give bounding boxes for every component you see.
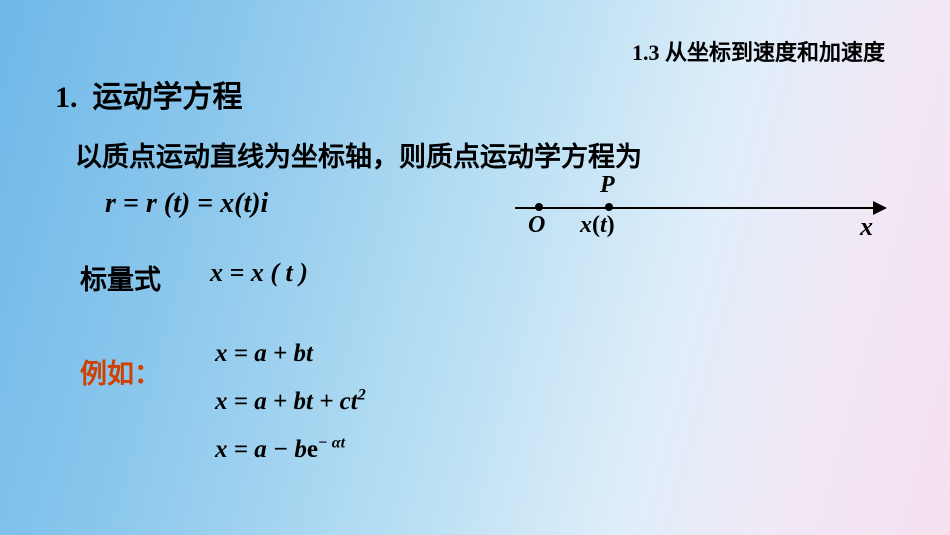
- label-x: x: [860, 212, 873, 242]
- scalar-label: 标量式: [80, 258, 161, 297]
- label-xt-paren1: (: [592, 212, 600, 238]
- main-equation: r = r (t) = x(t)i: [105, 188, 268, 220]
- eq2-lhs: x =: [215, 388, 254, 415]
- axis-line: [515, 207, 875, 209]
- eq3-superscript: − αt: [318, 435, 345, 452]
- label-xt: x(t): [580, 212, 615, 239]
- eq2-superscript: 2: [358, 387, 366, 404]
- origin-point: [535, 203, 543, 211]
- section-title: 运动学方程: [93, 81, 243, 114]
- description-text: 以质点运动直线为坐标轴，则质点运动学方程为: [75, 135, 642, 174]
- axis-arrow-icon: [873, 201, 887, 215]
- label-p: P: [600, 172, 615, 199]
- example-label: 例如：: [80, 352, 161, 391]
- eq2-rhs: a + bt + ct: [254, 388, 357, 415]
- example-equation-3: x = a − be− αt: [215, 436, 345, 464]
- p-point: [605, 203, 613, 211]
- example-equation-1: x = a + bt: [215, 340, 313, 368]
- label-xt-x: x: [580, 212, 592, 238]
- eq1-lhs: x =: [215, 340, 254, 367]
- eq3-lhs: x =: [215, 436, 254, 463]
- section-number: 1.: [55, 81, 78, 114]
- example-equation-2: x = a + bt + ct2: [215, 388, 366, 416]
- label-xt-paren2: ): [607, 212, 615, 238]
- label-o: O: [528, 212, 545, 239]
- axis-diagram: P O x(t) x: [500, 180, 900, 240]
- section-heading: 1. 运动学方程: [55, 72, 243, 116]
- eq1-rhs: a + bt: [254, 340, 313, 367]
- header-subtitle: 1.3 从坐标到速度和加速度: [632, 35, 885, 67]
- eq3-rhs: a − b: [254, 436, 307, 463]
- eq3-e: e: [307, 436, 318, 463]
- label-xt-t: t: [600, 212, 607, 238]
- scalar-equation: x = x ( t ): [210, 258, 308, 288]
